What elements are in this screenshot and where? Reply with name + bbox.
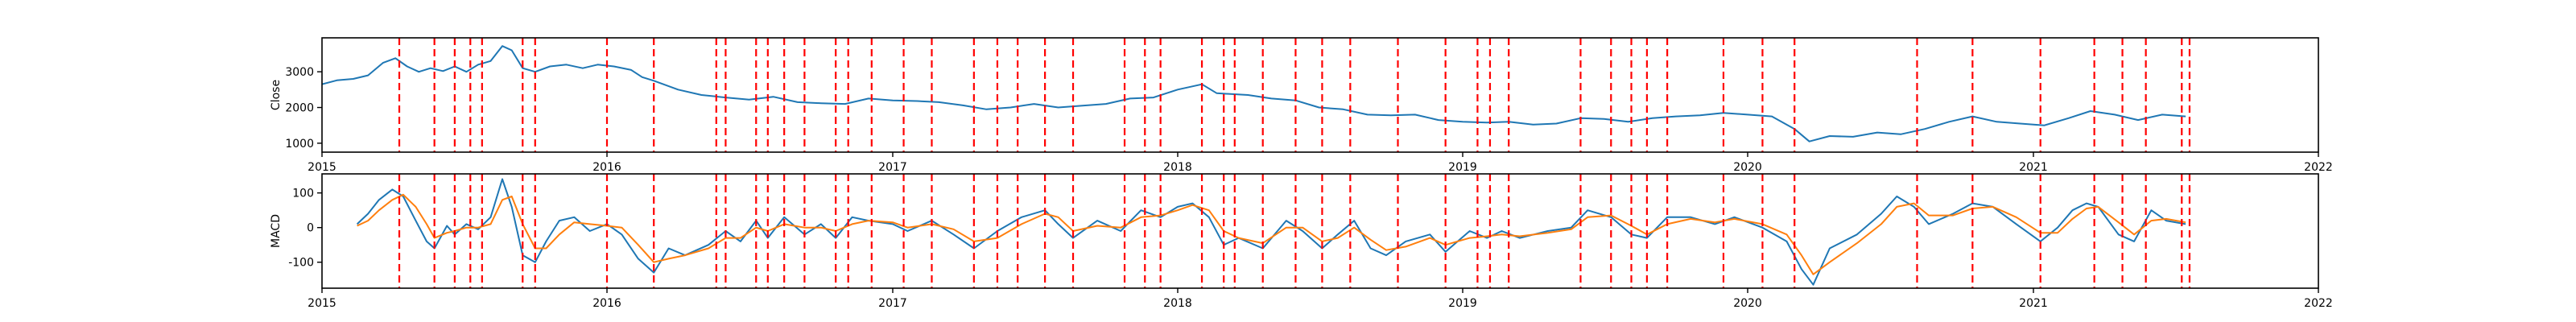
macd-x-tick-label: 2021 — [2019, 297, 2048, 310]
macd-x-tick-label: 2018 — [1163, 297, 1192, 310]
macd-y-tick-label: 0 — [307, 222, 314, 235]
macd-x-tick-label: 2016 — [592, 297, 621, 310]
close-x-tick-label: 2022 — [2304, 161, 2333, 174]
close-y-tick-label: 2000 — [285, 102, 314, 115]
macd-y-tick-label: 100 — [292, 188, 314, 200]
close-x-tick-label: 2015 — [308, 161, 336, 174]
macd-x-tick-label: 2019 — [1448, 297, 1477, 310]
macd-plot-area — [356, 174, 2191, 288]
macd-y-axis-label: MACD — [270, 214, 283, 248]
close-series-line-0 — [322, 45, 2186, 142]
close-axes-frame — [321, 37, 2319, 153]
macd-series-line-1 — [357, 193, 2186, 275]
close-y-axis-label: Close — [270, 80, 283, 110]
close-x-tick-label: 2021 — [2019, 161, 2048, 174]
close-plot-area — [322, 38, 2191, 152]
close-x-tick-label: 2020 — [1733, 161, 1762, 174]
close-x-tick-label: 2017 — [878, 161, 907, 174]
close-x-tick-label: 2018 — [1163, 161, 1192, 174]
macd-axes-frame — [321, 173, 2319, 289]
macd-x-tick-label: 2022 — [2304, 297, 2333, 310]
close-y-tick-label: 1000 — [285, 138, 314, 151]
macd-x-tick-label: 2020 — [1733, 297, 1762, 310]
close-x-tick-label: 2019 — [1448, 161, 1477, 174]
macd-y-tick-label: -100 — [288, 257, 314, 270]
macd-panel: 2015 2016 2017 2018 2019 2020 2021 2022 -100 0 100… — [270, 173, 2333, 310]
macd-x-tick-label: 2015 — [308, 297, 336, 310]
close-y-tick-label: 3000 — [285, 66, 314, 79]
close-x-tick-label: 2016 — [592, 161, 621, 174]
macd-series-line-0 — [356, 178, 2186, 286]
macd-x-tick-label: 2017 — [878, 297, 907, 310]
close-price-panel: 2015 2016 2017 2018 2019 2020 2021 2022 1000 2000… — [270, 37, 2333, 174]
